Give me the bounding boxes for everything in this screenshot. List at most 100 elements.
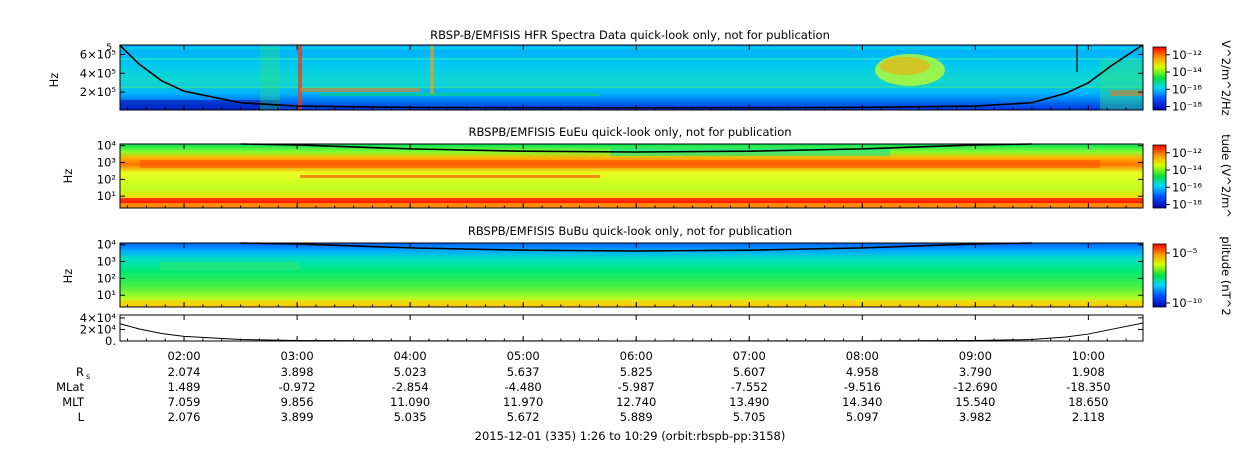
ytick-label: 10² (97, 271, 116, 285)
panel-bubu-yticks: 10⁴ 10³ 10² 10¹ (97, 238, 1143, 302)
ytick-label: 6×10⁵ (80, 47, 117, 61)
ephemeris-value: 5.023 (394, 365, 427, 379)
ephemeris-label: R (76, 365, 84, 379)
panel-hfr-colorbar-ticks: 10⁻¹² 10⁻¹⁴ 10⁻¹⁶ 10⁻¹⁸ (1166, 48, 1202, 114)
colorbar-tick-label: 10⁻⁵ (1172, 246, 1198, 260)
colorbar-tick-label: 10⁻¹⁰ (1172, 296, 1202, 310)
xtick-label: 05:00 (507, 349, 540, 363)
ephemeris-value: 12.740 (616, 395, 656, 409)
ephemeris-value: 1.908 (1072, 365, 1105, 379)
ephemeris-value: -4.480 (505, 380, 542, 394)
ephemeris-value: 1.489 (168, 380, 201, 394)
colorbar-tick-label: 10⁻¹⁸ (1172, 198, 1202, 212)
ephemeris-value: 2.074 (168, 365, 201, 379)
xtick-label: 08:00 (846, 349, 879, 363)
ephemeris-value: 5.097 (846, 410, 879, 424)
panel-eueu-title: RBSPB/EMFISIS EuEu quick-look only, not … (468, 125, 791, 139)
panel-hfr-colorbar-label: V^2/m^2/Hz (1219, 40, 1233, 115)
xtick-label: 04:00 (394, 349, 427, 363)
ytick-label: 4×10⁵ (80, 66, 117, 80)
panel-line-frame (119, 314, 1144, 342)
xtick-label: 03:00 (281, 349, 314, 363)
ephemeris-value: 5.825 (620, 365, 653, 379)
x-axis-labels: 02:00 03:00 04:00 05:00 06:00 07:00 08:00 09:00… (167, 349, 1104, 363)
ephemeris-value: -9.516 (844, 380, 881, 394)
panel-bubu-ylabel: Hz (61, 269, 75, 284)
ytick-label: 10² (97, 172, 116, 186)
xtick-label: 10:00 (1072, 349, 1105, 363)
colorbar-tick-label: 10⁻¹⁴ (1172, 163, 1202, 177)
ytick-label: 10³ (97, 255, 117, 269)
ephemeris-value: 5.705 (733, 410, 766, 424)
ephemeris-label: L (78, 410, 85, 424)
panel-bubu: RBSPB/EMFISIS BuBu quick-look only, not … (61, 224, 1233, 316)
xtick-label: 09:00 (959, 349, 992, 363)
xtick-label: 07:00 (733, 349, 766, 363)
panel-bubu-colorbar-ticks: 10⁻⁵ 10⁻¹⁰ (1166, 246, 1202, 310)
panel-eueu: RBSPB/EMFISIS EuEu quick-look only, not … (61, 125, 1233, 218)
ytick-label: 4×10⁴ (80, 311, 117, 325)
panel-bubu-colorbar-label: plitude (nT^2 (1219, 236, 1233, 315)
panel-bubu-colorbar (1152, 243, 1167, 308)
ephemeris-value: -2.854 (392, 380, 429, 394)
colorbar-tick-label: 10⁻¹⁸ (1172, 100, 1202, 114)
ephemeris-value: 5.035 (394, 410, 427, 424)
ephemeris-value: 18.650 (1068, 395, 1108, 409)
ephemeris-value: 3.790 (959, 365, 992, 379)
panel-eueu-colorbar (1152, 144, 1167, 209)
ephemeris-value: 4.958 (846, 365, 879, 379)
colorbar-tick-label: 10⁻¹² (1172, 146, 1202, 160)
ytick-label: 2×10⁴ (80, 322, 117, 336)
ephemeris-value: -5.987 (618, 380, 655, 394)
ephemeris-value: 2.076 (168, 410, 201, 424)
ytick-label: 10⁴ (97, 238, 117, 252)
ephemeris-value: 9.856 (281, 395, 314, 409)
ephemeris-value: -12.690 (953, 380, 997, 394)
ytick-label: 10⁴ (97, 139, 117, 153)
ytick-label: 2×10⁵ (80, 85, 117, 99)
ephemeris-value: -0.972 (279, 380, 316, 394)
ephemeris-value: 5.672 (507, 410, 540, 424)
colorbar-tick-label: 10⁻¹² (1172, 48, 1202, 62)
panel-hfr-colorbar (1152, 46, 1167, 111)
panel-eueu-colorbar-ticks: 10⁻¹² 10⁻¹⁴ 10⁻¹⁶ 10⁻¹⁸ (1166, 146, 1202, 212)
ephemeris-value: 11.090 (390, 395, 430, 409)
ephemeris-value: 5.607 (733, 365, 766, 379)
ytick-label: 10¹ (97, 288, 116, 302)
ephemeris-label: MLT (62, 395, 85, 409)
ephemeris-value: -7.552 (731, 380, 768, 394)
ephemeris-value: 5.889 (620, 410, 653, 424)
x-axis-ticks (127, 45, 1127, 341)
ephemeris-value: 3.898 (281, 365, 314, 379)
panel-hfr-spectrogram (120, 45, 1143, 110)
ephemeris-value: 15.540 (955, 395, 995, 409)
panel-hfr-title: RBSP-B/EMFISIS HFR Spectra Data quick-lo… (430, 28, 830, 42)
xtick-label: 06:00 (620, 349, 653, 363)
panel-hfr: RBSP-B/EMFISIS HFR Spectra Data quick-lo… (47, 28, 1233, 116)
footer-caption: 2015-12-01 (335) 1:26 to 10:29 (orbit:rb… (475, 429, 786, 443)
panel-hfr-ylabel: Hz (47, 73, 61, 88)
ephemeris-value: 2.118 (1072, 410, 1105, 424)
ephemeris-value: -18.350 (1066, 380, 1110, 394)
panel-bubu-spectrogram (120, 243, 1143, 307)
colorbar-tick-label: 10⁻¹⁴ (1172, 65, 1202, 79)
panel-hfr-yticks: 6×10⁵ 4×10⁵ 2×10⁵ 5 (80, 43, 1143, 99)
ephemeris-value: 3.899 (281, 410, 314, 424)
ephemeris-value: 13.490 (729, 395, 769, 409)
ephemeris-value: 7.059 (168, 395, 201, 409)
xtick-label: 02:00 (167, 349, 200, 363)
ytick-label: 0. (105, 334, 116, 348)
ephemeris-value: 3.982 (959, 410, 992, 424)
ytick-label: 5 (106, 43, 112, 53)
ephemeris-value: 14.340 (842, 395, 882, 409)
ytick-label: 10³ (97, 156, 117, 170)
panel-eueu-ylabel: Hz (61, 169, 75, 184)
ytick-label: 10¹ (97, 189, 116, 203)
colorbar-tick-label: 10⁻¹⁶ (1172, 82, 1202, 96)
panel-eueu-yticks: 10⁴ 10³ 10² 10¹ (97, 139, 1143, 203)
ephemeris-label: MLat (56, 380, 84, 394)
